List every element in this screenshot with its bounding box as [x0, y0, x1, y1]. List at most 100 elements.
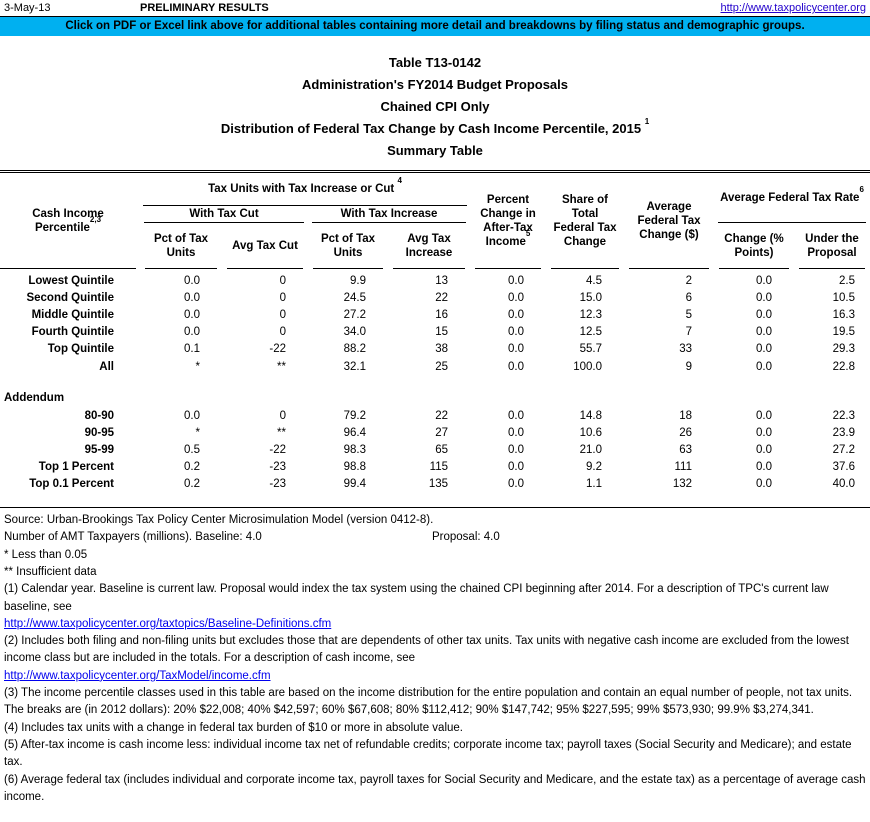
table-row: Top 0.1 Percent 0.2 -23 99.4 135 0.0 1.1 132 0.0…	[0, 476, 870, 493]
table-cell: 7	[685, 326, 692, 339]
table-cell: 0.0	[756, 326, 772, 339]
table-cell: 21.0	[579, 444, 602, 457]
double-star-note: ** Insufficient data	[4, 565, 97, 578]
taxpolicycenter-link[interactable]: http://www.taxpolicycenter.org	[720, 2, 866, 14]
table-cell: 22.8	[832, 360, 855, 373]
header-avg-tax-cut: Avg Tax Cut	[227, 223, 303, 269]
table-cell: 0.0	[508, 308, 524, 321]
row-label: Lowest Quintile	[28, 274, 114, 287]
header-rate-change-points: Change (% Points)	[719, 223, 789, 269]
table-cell: 9	[685, 360, 692, 373]
table-cell: 22	[435, 409, 448, 422]
header-percent-change-after-tax-income: Percent Change in After-Tax Income5	[475, 173, 541, 269]
row-label: Middle Quintile	[31, 308, 114, 321]
table-cell: 0.0	[756, 360, 772, 373]
title-block: Table T13-0142 Administration's FY2014 B…	[0, 52, 870, 162]
table-cell: 34.0	[343, 326, 366, 339]
top-bar: 3-May-13 PRELIMINARY RESULTS http://www.…	[0, 0, 870, 16]
table-row: 80-90 0.0 0 79.2 22 0.0 14.8 18 0.0 22.3	[0, 407, 870, 424]
table-cell: 0.0	[184, 326, 200, 339]
amt-taxpayers-note: Number of AMT Taxpayers (millions). Base…	[4, 529, 866, 546]
table-cell: 132	[672, 478, 692, 491]
row-spacer	[0, 375, 870, 390]
table-cell: 0.0	[508, 326, 524, 339]
table-cell: -22	[269, 343, 286, 356]
header-pct-of-tax-units-increase: Pct of Tax Units	[313, 223, 383, 269]
row-label: Second Quintile	[26, 291, 114, 304]
table-cell: 12.5	[579, 326, 602, 339]
table-cell: *	[195, 426, 200, 439]
data-table: Cash Income Percentile2,3 Tax Units with…	[0, 170, 870, 509]
row-label: 95-99	[84, 444, 114, 457]
table-cell: 33	[679, 343, 692, 356]
table-cell: 18	[679, 409, 692, 422]
row-label: Top 1 Percent	[38, 461, 114, 474]
footnote-ref-4: 4	[397, 176, 402, 186]
header-group-with-tax-cut: With Tax Cut	[144, 206, 304, 223]
table-body-main: Lowest Quintile 0.0 0 9.9 13 0.0 4.5 2 0.0 2.5 Sec…	[0, 269, 870, 375]
cash-income-link[interactable]: http://www.taxpolicycenter.org/TaxModel/…	[4, 669, 271, 682]
table-cell: 0.0	[508, 291, 524, 304]
table-cell: 22	[435, 291, 448, 304]
header-rate-under-proposal: Under the Proposal	[799, 223, 865, 269]
table-cell: 0.0	[508, 409, 524, 422]
table-cell: 1.1	[586, 478, 602, 491]
header-group-tax-units: Tax Units with Tax Increase or Cut 4	[143, 173, 467, 206]
footnote-6: (6) Average federal tax (includes indivi…	[4, 773, 866, 803]
table-bottom-padding	[0, 493, 870, 507]
row-label: Fourth Quintile	[31, 326, 114, 339]
table-cell: 2.5	[839, 274, 855, 287]
preliminary-results-label: PRELIMINARY RESULTS	[140, 2, 269, 14]
table-row: All * ** 32.1 25 0.0 100.0 9 0.0 22.8	[0, 358, 870, 375]
table-cell: 5	[685, 308, 692, 321]
table-number-title: Table T13-0142	[388, 55, 482, 70]
row-label: All	[99, 360, 114, 373]
table-cell: 4.5	[586, 274, 602, 287]
table-cell: 88.2	[343, 343, 366, 356]
footnote-5: (5) After-tax income is cash income less…	[4, 738, 852, 769]
table-cell: 135	[428, 478, 448, 491]
table-cell: 29.3	[832, 343, 855, 356]
table-cell: 0	[279, 409, 286, 422]
table-header: Cash Income Percentile2,3 Tax Units with…	[0, 170, 870, 269]
table-cell: 2	[685, 274, 692, 287]
title-distribution: Distribution of Federal Tax Change by Ca…	[220, 116, 650, 136]
table-cell: -23	[269, 461, 286, 474]
table-row: Second Quintile 0.0 0 24.5 22 0.0 15.0 6 0.0 10.5	[0, 289, 870, 306]
table-cell: 0	[279, 308, 286, 321]
table-cell: 65	[435, 444, 448, 457]
baseline-definitions-link[interactable]: http://www.taxpolicycenter.org/taxtopics…	[4, 617, 332, 630]
table-cell: **	[277, 426, 286, 439]
table-cell: 99.4	[343, 478, 366, 491]
table-cell: -22	[269, 444, 286, 457]
table-cell: -23	[269, 478, 286, 491]
table-row: 90-95 * ** 96.4 27 0.0 10.6 26 0.0 23.9	[0, 424, 870, 441]
table-cell: 0.0	[508, 360, 524, 373]
date-label: 3-May-13	[4, 2, 51, 14]
title-summary-table: Summary Table	[387, 143, 483, 158]
table-cell: 16	[435, 308, 448, 321]
table-cell: 23.9	[832, 426, 855, 439]
table-cell: 19.5	[832, 326, 855, 339]
table-cell: 0.0	[184, 409, 200, 422]
table-cell: 0.0	[756, 291, 772, 304]
table-cell: 0.0	[508, 343, 524, 356]
table-cell: 16.3	[832, 308, 855, 321]
table-cell: 0.0	[184, 291, 200, 304]
table-cell: 0.0	[508, 461, 524, 474]
table-cell: 27.2	[343, 308, 366, 321]
table-cell: 12.3	[579, 308, 602, 321]
title-chained-cpi: Chained CPI Only	[380, 99, 490, 114]
table-cell: 0.0	[756, 409, 772, 422]
table-row: Middle Quintile 0.0 0 27.2 16 0.0 12.3 5 0.0 16.3	[0, 306, 870, 323]
table-cell: 15.0	[579, 291, 602, 304]
table-cell: 0.0	[508, 444, 524, 457]
star-note: * Less than 0.05	[4, 548, 88, 561]
header-group-average-federal-tax-rate: Average Federal Tax Rate6	[718, 173, 866, 223]
amt-proposal-value: Proposal: 4.0	[432, 531, 500, 544]
table-cell: 9.9	[350, 274, 366, 287]
table-cell: 0.2	[184, 461, 200, 474]
row-label: 90-95	[84, 426, 114, 439]
table-cell: 38	[435, 343, 448, 356]
